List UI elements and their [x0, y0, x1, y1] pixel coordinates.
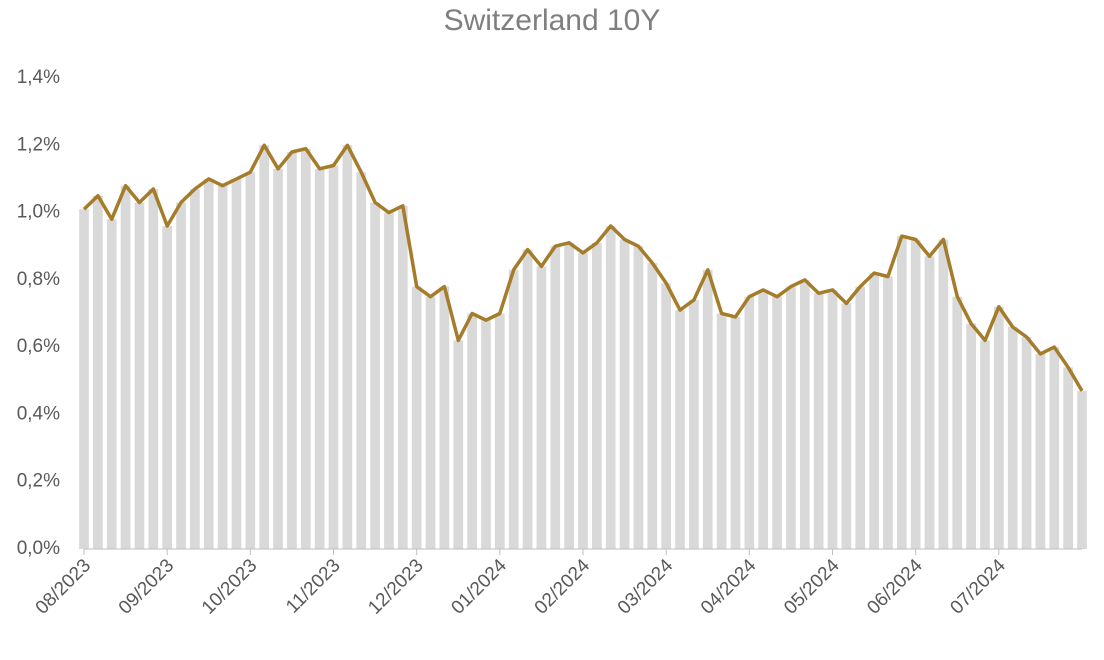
area-bar	[162, 226, 173, 549]
y-tick-label: 0,0%	[17, 538, 60, 559]
area-bar	[938, 239, 949, 549]
x-tick-label: 08/2023	[32, 555, 95, 618]
area-bar	[106, 219, 117, 550]
area-bar	[1021, 337, 1032, 549]
area-bar	[120, 185, 131, 549]
x-tick-label: 12/2023	[364, 555, 427, 618]
area-bar	[980, 340, 990, 549]
area-bar	[522, 249, 533, 550]
area-bar	[190, 189, 200, 549]
x-tick-label: 03/2024	[614, 555, 678, 619]
area-bar	[564, 242, 574, 549]
area-bar	[397, 205, 408, 550]
area-bar	[661, 283, 672, 549]
area-bar	[689, 300, 699, 549]
area-bar	[176, 202, 186, 549]
y-tick-label: 1,0%	[17, 202, 60, 223]
line	[82, 143, 1084, 392]
area-bar	[702, 269, 713, 549]
area-bar	[966, 323, 976, 549]
area-bar	[273, 168, 283, 550]
area-bar	[425, 296, 436, 549]
area-bar	[217, 185, 228, 549]
area-bar	[245, 172, 256, 549]
area-bar	[855, 286, 866, 549]
area-bar	[647, 263, 658, 549]
area-bar	[370, 202, 380, 549]
area-bar	[342, 145, 353, 550]
area-bar	[550, 246, 561, 549]
area-bar	[203, 178, 214, 549]
area-bar	[1035, 353, 1046, 549]
area-bar	[494, 313, 505, 549]
x-tick-label: 10/2023	[198, 555, 261, 618]
area-bar	[592, 242, 602, 549]
area-bar	[993, 306, 1004, 549]
area-bar	[93, 195, 103, 549]
x-tick-label: 07/2024	[946, 555, 1010, 619]
area-bar	[730, 316, 741, 549]
y-tick-label: 0,6%	[17, 336, 60, 357]
x-tick-label: 05/2024	[780, 555, 844, 619]
area-bar	[924, 256, 935, 549]
x-tick-label: 02/2024	[531, 555, 595, 619]
y-tick-label: 0,8%	[17, 269, 60, 290]
area-bar	[578, 252, 588, 549]
area-bar	[1049, 347, 1060, 549]
area-bar	[231, 178, 242, 549]
area-bar	[716, 313, 727, 549]
area-bar	[675, 310, 685, 549]
area-bar	[952, 296, 963, 549]
area-bar	[786, 286, 796, 549]
x-tick-label: 01/2024	[447, 555, 511, 619]
area-bar	[328, 165, 339, 549]
y-tick-label: 0,4%	[17, 403, 60, 424]
chart-title: Switzerland 10Y	[444, 4, 661, 37]
area-bar	[841, 303, 852, 549]
area-bar	[508, 269, 519, 549]
area-bar	[619, 239, 630, 549]
x-tick-label: 04/2024	[697, 555, 761, 619]
y-tick-label: 0,2%	[17, 471, 60, 492]
area-bar	[744, 296, 755, 549]
area-bar	[799, 279, 810, 549]
area-bar	[481, 320, 491, 549]
area-bar	[605, 226, 616, 549]
area-bar	[813, 293, 824, 549]
area-bar	[896, 236, 907, 549]
area-bar	[300, 148, 311, 549]
y-tick-label: 1,4%	[17, 67, 60, 88]
area-bar	[869, 273, 879, 549]
area-bar	[148, 189, 159, 549]
y-tick-label: 1,2%	[17, 134, 60, 155]
area-bar	[883, 276, 893, 549]
area-bar	[439, 286, 450, 549]
area-bar	[772, 296, 782, 549]
area-bar	[287, 152, 297, 549]
area-bar	[356, 172, 367, 549]
area-bar	[758, 289, 769, 549]
x-tick-label: 11/2023	[282, 555, 344, 617]
area-bar	[384, 212, 394, 550]
area-bar	[536, 266, 547, 549]
area-bar	[1007, 326, 1018, 549]
area-bar	[633, 246, 644, 549]
area-bar	[453, 340, 464, 549]
x-tick-label: 09/2023	[115, 555, 178, 618]
area-bar	[259, 145, 270, 550]
area-bar	[1077, 390, 1087, 549]
area-bar	[79, 209, 89, 549]
area-bar	[1063, 367, 1073, 549]
area-bar	[314, 168, 325, 550]
area-bar	[910, 239, 921, 549]
x-tick-label: 06/2024	[863, 555, 927, 619]
area-bar	[827, 289, 838, 549]
area-bar	[411, 286, 422, 549]
area-bar	[467, 313, 477, 549]
area-bar	[134, 202, 145, 549]
